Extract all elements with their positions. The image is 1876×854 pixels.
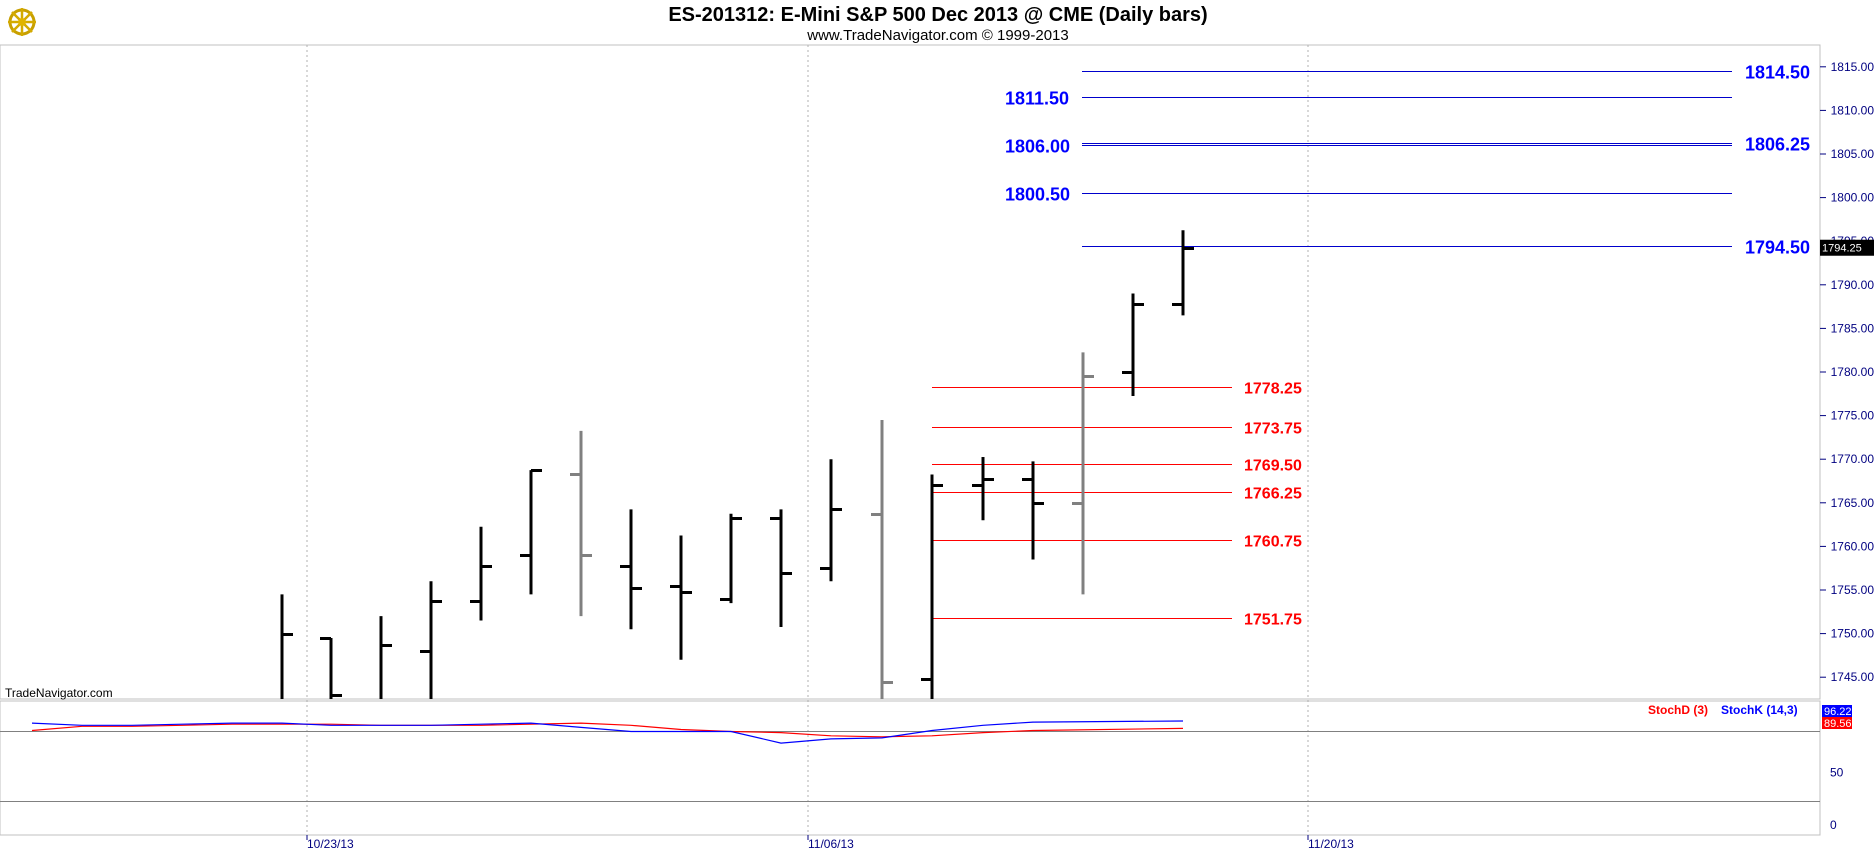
chart-title: ES-201312: E-Mini S&P 500 Dec 2013 @ CME… xyxy=(668,4,1207,26)
last-price-tag: 1794.25 xyxy=(1820,239,1874,256)
resistance-label-1: 1811.50 xyxy=(1005,89,1069,109)
date-tick-label-1: 11/06/13 xyxy=(808,837,854,851)
price-tick-label-8: 1775.00 xyxy=(1831,409,1875,423)
price-tick-label-13: 1750.00 xyxy=(1831,627,1875,641)
price-tick-label-2: 1805.00 xyxy=(1831,147,1875,161)
price-tick-label-5: 1790.00 xyxy=(1831,278,1875,292)
price-tick-label-14: 1745.00 xyxy=(1831,670,1875,684)
price-axis: 1815.001810.001805.001800.001795.001790.… xyxy=(1820,60,1874,684)
support-label-10: 1760.75 xyxy=(1244,534,1302,551)
chart-subtitle: www.TradeNavigator.com © 1999-2013 xyxy=(806,27,1068,44)
ohlc-bar-16 xyxy=(1072,352,1094,595)
ohlc-bar-15 xyxy=(1022,461,1044,560)
resistance-label-0: 1814.50 xyxy=(1745,63,1810,83)
ohlc-bar-13 xyxy=(921,474,943,699)
support-label-11: 1751.75 xyxy=(1244,612,1302,629)
support-label-7: 1773.75 xyxy=(1244,421,1302,438)
date-tick-label-2: 11/20/13 xyxy=(1308,837,1354,851)
date-axis: 10/23/13 11/06/13 11/20/13 xyxy=(306,835,1354,851)
ohlc-bar-4 xyxy=(470,526,492,621)
ohlc-bar-18 xyxy=(1172,230,1194,316)
date-tick-label-0: 10/23/13 xyxy=(307,837,354,851)
ohlc-bar-2 xyxy=(379,616,392,699)
ohlc-bar-12 xyxy=(871,419,893,699)
price-tick-label-10: 1765.00 xyxy=(1831,496,1875,510)
ohlc-bar-3 xyxy=(420,581,442,699)
ohlc-bar-5 xyxy=(520,469,542,595)
last-price-label: 1794.25 xyxy=(1822,243,1862,255)
stoch-last-values: 96.22 89.56 xyxy=(1822,705,1852,730)
stochk-line xyxy=(31,720,1184,744)
price-tick-label-1: 1810.00 xyxy=(1831,103,1875,117)
price-tick-label-0: 1815.00 xyxy=(1831,60,1875,74)
legend-stochk: StochK (14,3) xyxy=(1721,703,1798,717)
stochd-last-value: 89.56 xyxy=(1824,718,1852,730)
ohlc-bar-1 xyxy=(320,637,342,699)
price-tick-label-6: 1785.00 xyxy=(1831,321,1875,335)
legend-stochd: StochD (3) xyxy=(1648,703,1708,717)
stochastic-lines xyxy=(0,720,1820,802)
stochk-last-value: 96.22 xyxy=(1824,706,1852,718)
watermark: TradeNavigator.com xyxy=(5,686,113,700)
ohlc-bar-10 xyxy=(770,509,792,628)
ohlc-bar-8 xyxy=(670,535,692,660)
ohlc-bar-17 xyxy=(1122,293,1144,396)
ohlc-bar-9 xyxy=(720,513,742,604)
ohlc-bar-6 xyxy=(570,430,592,617)
support-label-9: 1766.25 xyxy=(1244,486,1302,503)
price-tick-label-9: 1770.00 xyxy=(1831,452,1875,466)
price-tick-label-7: 1780.00 xyxy=(1831,365,1875,379)
ohlc-bar-11 xyxy=(820,459,842,582)
resistance-label-2: 1806.25 xyxy=(1745,135,1810,155)
ohlc-bar-0 xyxy=(280,594,293,699)
stochastic-panel xyxy=(0,700,1821,836)
stoch-tick-label-1: 0 xyxy=(1830,818,1837,832)
ohlc-bars xyxy=(280,230,1194,699)
resistance-label-3: 1806.00 xyxy=(1005,137,1070,157)
support-label-6: 1778.25 xyxy=(1244,381,1302,398)
support-label-8: 1769.50 xyxy=(1244,458,1302,475)
stochd-line xyxy=(31,722,1184,738)
price-panel xyxy=(0,44,1821,700)
price-tick-label-11: 1760.00 xyxy=(1831,539,1875,553)
ohlc-bar-14 xyxy=(972,457,994,521)
trade-navigator-logo-icon xyxy=(4,4,40,40)
vertical-gridlines xyxy=(306,45,1309,835)
resistance-label-4: 1800.50 xyxy=(1005,185,1070,205)
price-tick-label-12: 1755.00 xyxy=(1831,583,1875,597)
stochastic-axis: 50 0 xyxy=(1830,766,1844,833)
resistance-label-5: 1794.50 xyxy=(1745,238,1810,258)
price-tick-label-3: 1800.00 xyxy=(1831,191,1875,205)
ohlc-bar-7 xyxy=(620,509,642,630)
stoch-tick-label-0: 50 xyxy=(1830,766,1844,780)
